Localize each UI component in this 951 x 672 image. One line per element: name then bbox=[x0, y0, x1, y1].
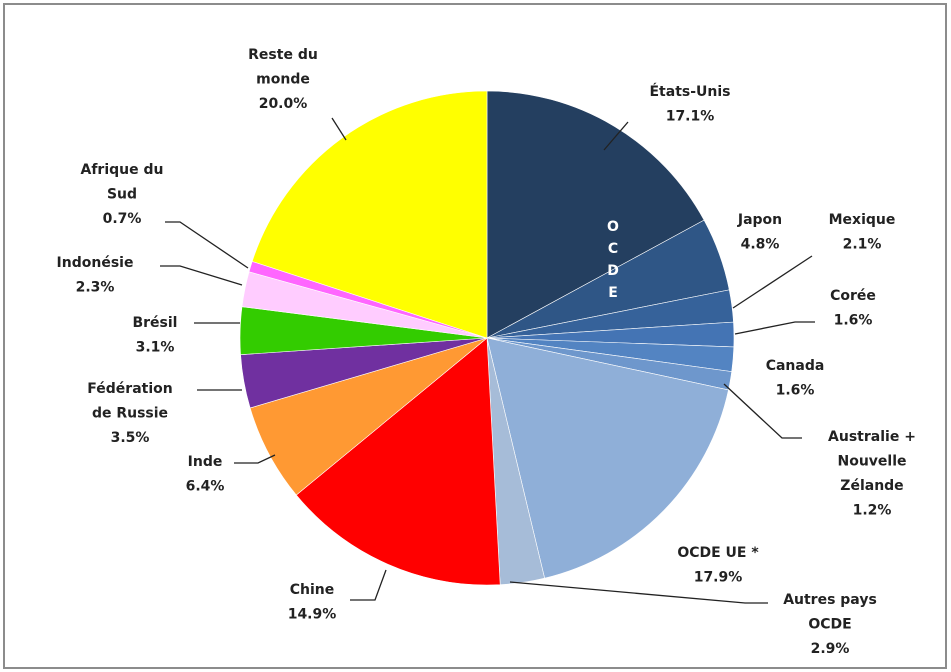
leader-line bbox=[732, 255, 813, 309]
slice-value-label: 2.9% bbox=[811, 641, 850, 657]
pie-slice bbox=[486, 90, 705, 339]
slice-label: Canada bbox=[766, 358, 825, 374]
slice-value-label: 17.9% bbox=[694, 570, 743, 586]
slice-label: Sud bbox=[107, 187, 137, 203]
slice-label: Nouvelle bbox=[837, 454, 906, 470]
pie-slice bbox=[251, 90, 488, 339]
slice-value-label: 4.8% bbox=[741, 237, 780, 253]
slice-label: de Russie bbox=[92, 406, 168, 422]
slice-value-label: 20.0% bbox=[259, 96, 308, 112]
leader-line bbox=[331, 117, 347, 141]
leader-line bbox=[509, 581, 768, 604]
slice-value-label: 14.9% bbox=[288, 607, 337, 623]
slice-value-label: 1.2% bbox=[853, 503, 892, 519]
slice-value-label: 1.6% bbox=[834, 313, 873, 329]
leader-line bbox=[160, 265, 243, 286]
slice-label: OCDE bbox=[808, 617, 851, 633]
slice-value-label: 2.3% bbox=[76, 280, 115, 296]
slice-label: OCDE UE * bbox=[677, 545, 759, 561]
slice-value-label: 17.1% bbox=[666, 109, 715, 125]
slice-label: monde bbox=[256, 72, 310, 88]
slice-value-label: 3.5% bbox=[111, 430, 150, 446]
leader-line bbox=[165, 221, 249, 269]
slice-value-label: 6.4% bbox=[186, 479, 225, 495]
leader-line bbox=[350, 569, 387, 601]
slice-label: Reste du bbox=[248, 47, 318, 63]
leader-line bbox=[603, 121, 629, 151]
slice-label: Autres pays bbox=[783, 592, 877, 608]
slice-label: Corée bbox=[830, 288, 876, 304]
slice-label: Fédération bbox=[87, 381, 172, 397]
slice-label: Afrique du bbox=[81, 162, 164, 178]
slice-value-label: 3.1% bbox=[136, 340, 175, 356]
slice-label: Brésil bbox=[132, 315, 177, 331]
slice-label: Inde bbox=[188, 454, 223, 470]
slice-value-label: 1.6% bbox=[776, 383, 815, 399]
slice-label: États-Unis bbox=[649, 83, 730, 100]
pie-slice bbox=[295, 337, 501, 586]
slice-value-label: 0.7% bbox=[103, 211, 142, 227]
leader-line bbox=[234, 454, 276, 464]
slice-label: Zélande bbox=[840, 478, 903, 494]
ocde-annotation: OCDE bbox=[605, 219, 621, 307]
slice-label: Chine bbox=[290, 582, 335, 598]
leader-line bbox=[734, 321, 815, 335]
slice-label: Japon bbox=[737, 212, 782, 228]
pie-slice bbox=[486, 337, 729, 579]
slice-label: Indonésie bbox=[57, 255, 134, 271]
slice-label: Mexique bbox=[829, 212, 896, 228]
leader-line bbox=[723, 383, 802, 439]
slice-value-label: 2.1% bbox=[843, 237, 882, 253]
slice-label: Australie + bbox=[828, 429, 916, 445]
